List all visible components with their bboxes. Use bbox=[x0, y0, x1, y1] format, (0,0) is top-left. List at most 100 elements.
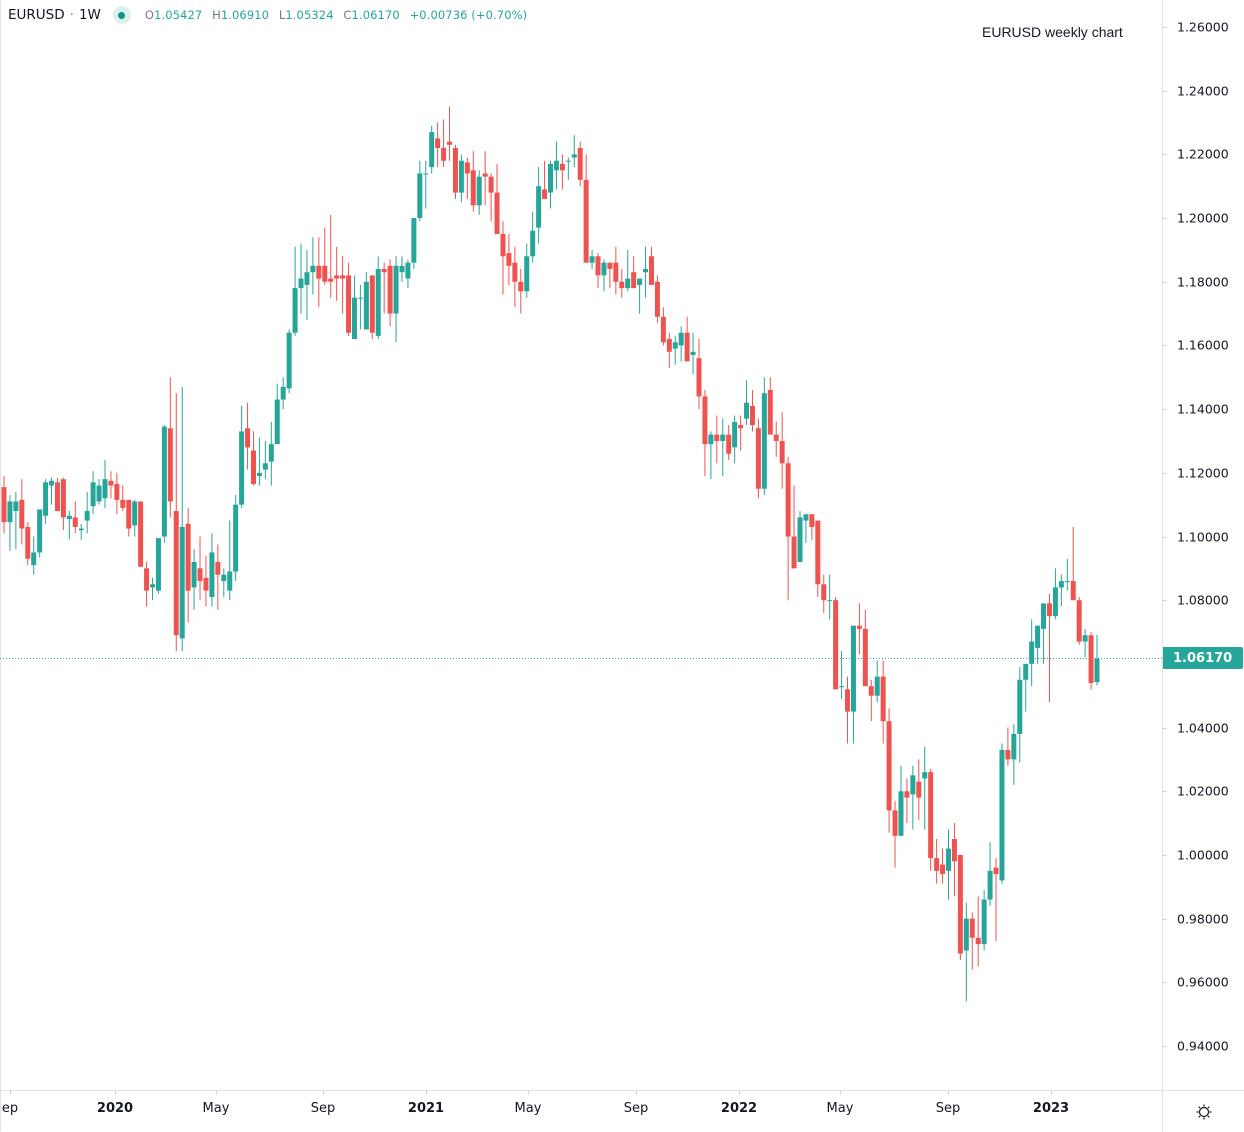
candle[interactable] bbox=[1070, 526, 1076, 601]
candle[interactable] bbox=[90, 471, 96, 515]
candle[interactable] bbox=[945, 829, 951, 900]
candle[interactable] bbox=[892, 800, 898, 868]
candle[interactable] bbox=[809, 514, 815, 540]
candle[interactable] bbox=[1094, 634, 1100, 686]
candle[interactable] bbox=[286, 329, 292, 394]
candle[interactable] bbox=[969, 912, 975, 970]
candle[interactable] bbox=[559, 154, 565, 190]
candle[interactable] bbox=[43, 479, 49, 524]
candle[interactable] bbox=[19, 479, 25, 545]
candle[interactable] bbox=[732, 415, 738, 464]
candle[interactable] bbox=[542, 160, 548, 199]
candle[interactable] bbox=[678, 326, 684, 362]
candle[interactable] bbox=[1052, 568, 1058, 620]
candle[interactable] bbox=[262, 440, 268, 480]
candle[interactable] bbox=[458, 154, 464, 203]
candle[interactable] bbox=[227, 520, 233, 601]
candle[interactable] bbox=[452, 144, 458, 199]
candle[interactable] bbox=[346, 262, 352, 336]
candle[interactable] bbox=[25, 522, 31, 566]
candle[interactable] bbox=[411, 218, 417, 270]
candle[interactable] bbox=[1082, 628, 1088, 658]
candle[interactable] bbox=[470, 151, 476, 212]
candle[interactable] bbox=[791, 485, 797, 569]
candle[interactable] bbox=[637, 278, 643, 314]
candle[interactable] bbox=[138, 501, 144, 567]
candle[interactable] bbox=[720, 418, 726, 476]
candle[interactable] bbox=[31, 536, 37, 575]
candle[interactable] bbox=[571, 135, 577, 168]
candle[interactable] bbox=[209, 533, 215, 607]
candle[interactable] bbox=[821, 574, 827, 613]
candle[interactable] bbox=[744, 380, 750, 426]
candle[interactable] bbox=[334, 246, 340, 301]
candle[interactable] bbox=[922, 746, 928, 830]
candle[interactable] bbox=[1076, 597, 1082, 645]
candle[interactable] bbox=[167, 377, 173, 518]
candle[interactable] bbox=[179, 386, 185, 652]
candle[interactable] bbox=[850, 625, 856, 744]
candle[interactable] bbox=[839, 651, 845, 699]
candle[interactable] bbox=[441, 119, 447, 168]
chart-annotation-text[interactable]: EURUSD weekly chart bbox=[982, 24, 1123, 40]
candle[interactable] bbox=[1005, 727, 1011, 766]
candle[interactable] bbox=[738, 415, 744, 451]
candle[interactable] bbox=[78, 523, 84, 540]
market-status-icon[interactable] bbox=[112, 6, 131, 24]
candle[interactable] bbox=[684, 316, 690, 362]
candle[interactable] bbox=[607, 262, 613, 289]
candle[interactable] bbox=[957, 854, 963, 961]
candle[interactable] bbox=[512, 246, 518, 308]
candle[interactable] bbox=[357, 284, 363, 330]
candle[interactable] bbox=[940, 848, 946, 884]
candle[interactable] bbox=[239, 405, 245, 508]
candle[interactable] bbox=[399, 256, 405, 282]
candle[interactable] bbox=[963, 902, 969, 1002]
candle[interactable] bbox=[102, 460, 108, 508]
candle[interactable] bbox=[66, 511, 72, 540]
candle[interactable] bbox=[150, 577, 156, 601]
candle[interactable] bbox=[126, 499, 132, 537]
candle[interactable] bbox=[1023, 663, 1029, 712]
candle[interactable] bbox=[904, 778, 910, 824]
candle[interactable] bbox=[488, 173, 494, 222]
candle[interactable] bbox=[423, 160, 429, 209]
candle[interactable] bbox=[749, 390, 755, 432]
candle[interactable] bbox=[862, 609, 868, 687]
candle[interactable] bbox=[381, 262, 387, 314]
price-axis[interactable]: 1.26000 1.24000 1.22000 1.20000 1.18000 1.160… bbox=[1162, 0, 1244, 1090]
candle[interactable] bbox=[619, 269, 625, 298]
candle[interactable] bbox=[13, 491, 19, 550]
candle[interactable] bbox=[482, 151, 488, 206]
candle[interactable] bbox=[476, 170, 482, 215]
candle[interactable] bbox=[625, 249, 631, 292]
candle[interactable] bbox=[981, 889, 987, 951]
candle[interactable] bbox=[369, 275, 375, 340]
candle[interactable] bbox=[280, 377, 286, 410]
candle[interactable] bbox=[524, 243, 530, 298]
candle[interactable] bbox=[856, 603, 862, 655]
candle[interactable] bbox=[7, 495, 13, 551]
candle[interactable] bbox=[886, 708, 892, 833]
candle[interactable] bbox=[387, 259, 393, 327]
candle[interactable] bbox=[203, 555, 209, 607]
candle[interactable] bbox=[761, 377, 767, 496]
candle[interactable] bbox=[553, 141, 559, 190]
candle[interactable] bbox=[54, 477, 60, 512]
time-axis[interactable]: ep 2020 May Sep 2021 May Sep 2022 May Sep 2023 bbox=[0, 1090, 1162, 1132]
candle[interactable] bbox=[660, 307, 666, 346]
candle[interactable] bbox=[702, 390, 708, 476]
candle[interactable] bbox=[951, 823, 957, 897]
candle[interactable] bbox=[880, 660, 886, 744]
candle[interactable] bbox=[518, 269, 524, 314]
candle[interactable] bbox=[589, 249, 595, 270]
candle[interactable] bbox=[1064, 558, 1070, 591]
candle[interactable] bbox=[464, 157, 470, 199]
candle[interactable] bbox=[494, 163, 500, 234]
candle[interactable] bbox=[833, 597, 839, 690]
candle[interactable] bbox=[631, 256, 637, 289]
candle[interactable] bbox=[245, 402, 251, 470]
candle[interactable] bbox=[132, 499, 138, 537]
candle[interactable] bbox=[1058, 574, 1064, 607]
